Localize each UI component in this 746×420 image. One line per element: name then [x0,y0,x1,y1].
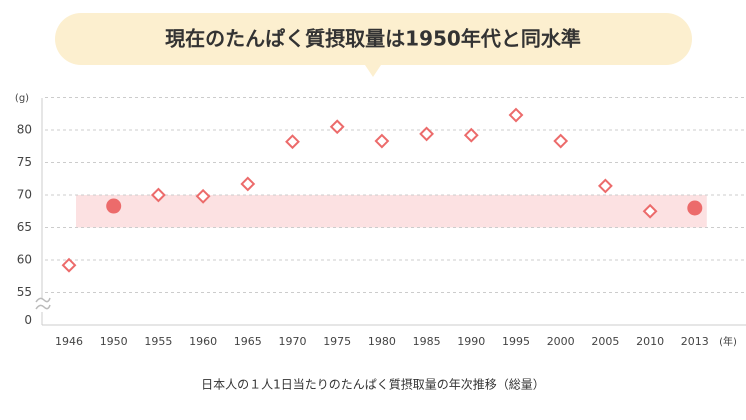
x-tick-label: 2005 [591,335,619,348]
x-tick-label: 2010 [636,335,664,348]
point [597,178,613,194]
x-tick-label: 2013 [681,335,709,348]
x-tick-label: 1946 [55,335,83,348]
point [195,188,211,204]
y-tick-label: 65 [17,220,32,234]
point [642,203,658,219]
x-tick-label: 1985 [413,335,441,348]
y-unit: (g) [15,93,29,104]
x-tick-label: 1970 [279,335,307,348]
caption: 日本人の１人1日当たりのたんぱく質摂取量の年次推移（総量） [201,377,545,392]
point [150,187,166,203]
point [106,198,122,214]
y-tick-label: 70 [17,188,32,202]
x-tick-label: 1955 [144,335,172,348]
x-unit: (年) [719,335,737,348]
point [61,257,77,273]
point [687,200,703,216]
x-tick-label: 1980 [368,335,396,348]
y-tick-label: 80 [17,123,32,137]
x-tick-label: 1995 [502,335,530,348]
point [329,119,345,135]
x-tick-label: 2000 [547,335,575,348]
x-tick-label: 1975 [323,335,351,348]
title-bubble [55,13,692,77]
y-tick-label: 0 [24,313,32,327]
point [240,176,256,192]
point [374,133,390,149]
x-tick-label: 1990 [457,335,485,348]
reference-band [76,195,707,228]
x-tick-label: 1950 [100,335,128,348]
axis-break [35,297,51,310]
point [553,133,569,149]
chart-title: 現在のたんぱく質摂取量は1950年代と同水準 [165,27,581,51]
y-tick-label: 75 [17,155,32,169]
point [463,127,479,143]
y-tick-label: 55 [17,285,32,299]
y-tick-label: 60 [17,253,32,267]
point [508,107,524,123]
point [419,126,435,142]
point [285,134,300,150]
x-tick-label: 1965 [234,335,262,348]
x-tick-label: 1960 [189,335,217,348]
